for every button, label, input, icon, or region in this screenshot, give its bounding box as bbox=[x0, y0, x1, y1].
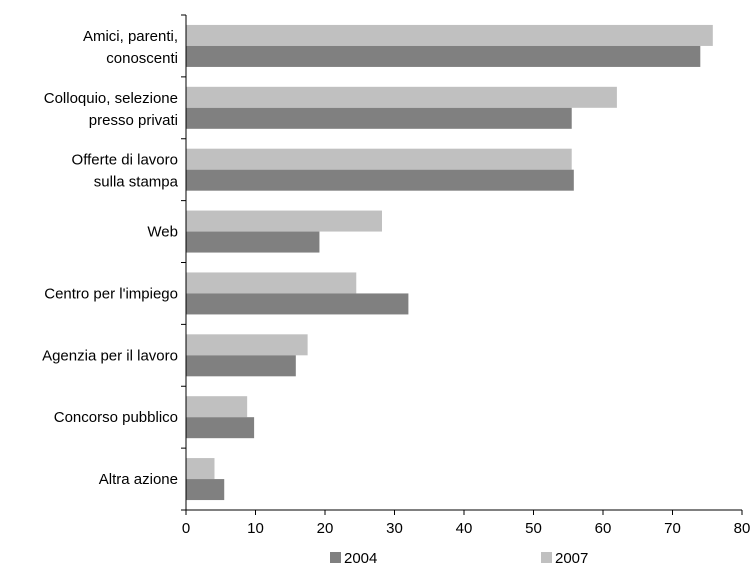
bars-group bbox=[186, 24, 713, 501]
x-tick-label: 70 bbox=[664, 520, 681, 537]
legend-label-2004: 2004 bbox=[344, 550, 377, 567]
legend: 2004 2007 bbox=[330, 550, 588, 567]
x-tick-label: 40 bbox=[456, 520, 473, 537]
bar-2007-4 bbox=[186, 272, 357, 294]
bar-2007-2 bbox=[186, 148, 572, 170]
bar-2004-5 bbox=[186, 355, 296, 377]
category-label: Altra azione bbox=[99, 471, 178, 488]
bar-2004-4 bbox=[186, 293, 409, 315]
bar-2004-1 bbox=[186, 107, 572, 129]
bar-2004-7 bbox=[186, 479, 225, 501]
category-label: Offerte di lavoro sulla stampa bbox=[72, 152, 179, 191]
category-label: Web bbox=[147, 224, 178, 241]
category-label: Centro per l'impiego bbox=[44, 285, 178, 302]
legend-swatch-2007 bbox=[541, 552, 552, 563]
bar-2004-2 bbox=[186, 169, 574, 191]
x-tick-label: 80 bbox=[734, 520, 751, 537]
category-label: Colloquio, selezione presso privati bbox=[44, 90, 178, 129]
bar-2004-3 bbox=[186, 231, 320, 253]
bar-2007-1 bbox=[186, 86, 617, 108]
category-labels-group: Amici, parenti, conoscenti Colloquio, sele… bbox=[42, 28, 179, 488]
x-tick-label: 30 bbox=[386, 520, 403, 537]
legend-swatch-2004 bbox=[330, 552, 341, 563]
ticks-group: 0 10 20 30 40 50 60 70 80 bbox=[181, 14, 751, 537]
legend-label-2007: 2007 bbox=[555, 550, 588, 567]
bar-2007-0 bbox=[186, 24, 713, 46]
category-label: Amici, parenti, conoscenti bbox=[83, 28, 178, 67]
bar-2007-3 bbox=[186, 210, 382, 232]
category-label: Concorso pubblico bbox=[54, 409, 178, 426]
x-tick-label: 60 bbox=[595, 520, 612, 537]
bar-2007-7 bbox=[186, 458, 215, 480]
bar-2004-6 bbox=[186, 417, 255, 439]
bar-2007-5 bbox=[186, 334, 308, 356]
x-tick-label: 20 bbox=[317, 520, 334, 537]
category-label: Agenzia per il lavoro bbox=[42, 347, 178, 364]
bar-2004-0 bbox=[186, 45, 701, 67]
x-tick-label: 10 bbox=[247, 520, 264, 537]
bar-2007-6 bbox=[186, 396, 248, 418]
x-tick-label: 50 bbox=[525, 520, 542, 537]
x-tick-label: 0 bbox=[182, 520, 190, 537]
